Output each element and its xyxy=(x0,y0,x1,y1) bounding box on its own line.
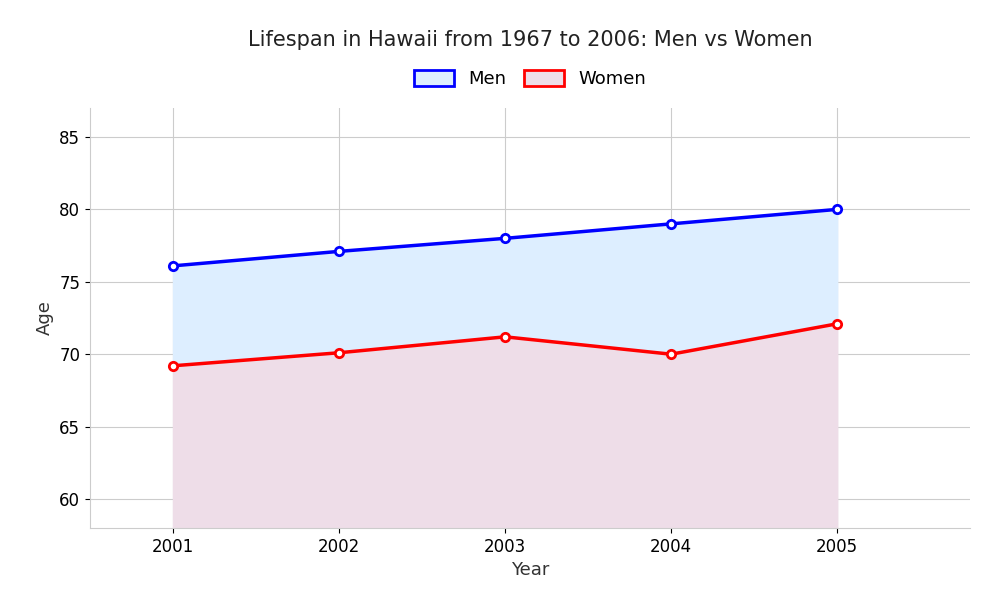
Legend: Men, Women: Men, Women xyxy=(407,62,653,95)
Y-axis label: Age: Age xyxy=(36,301,54,335)
Title: Lifespan in Hawaii from 1967 to 2006: Men vs Women: Lifespan in Hawaii from 1967 to 2006: Me… xyxy=(248,29,812,49)
X-axis label: Year: Year xyxy=(511,561,549,579)
